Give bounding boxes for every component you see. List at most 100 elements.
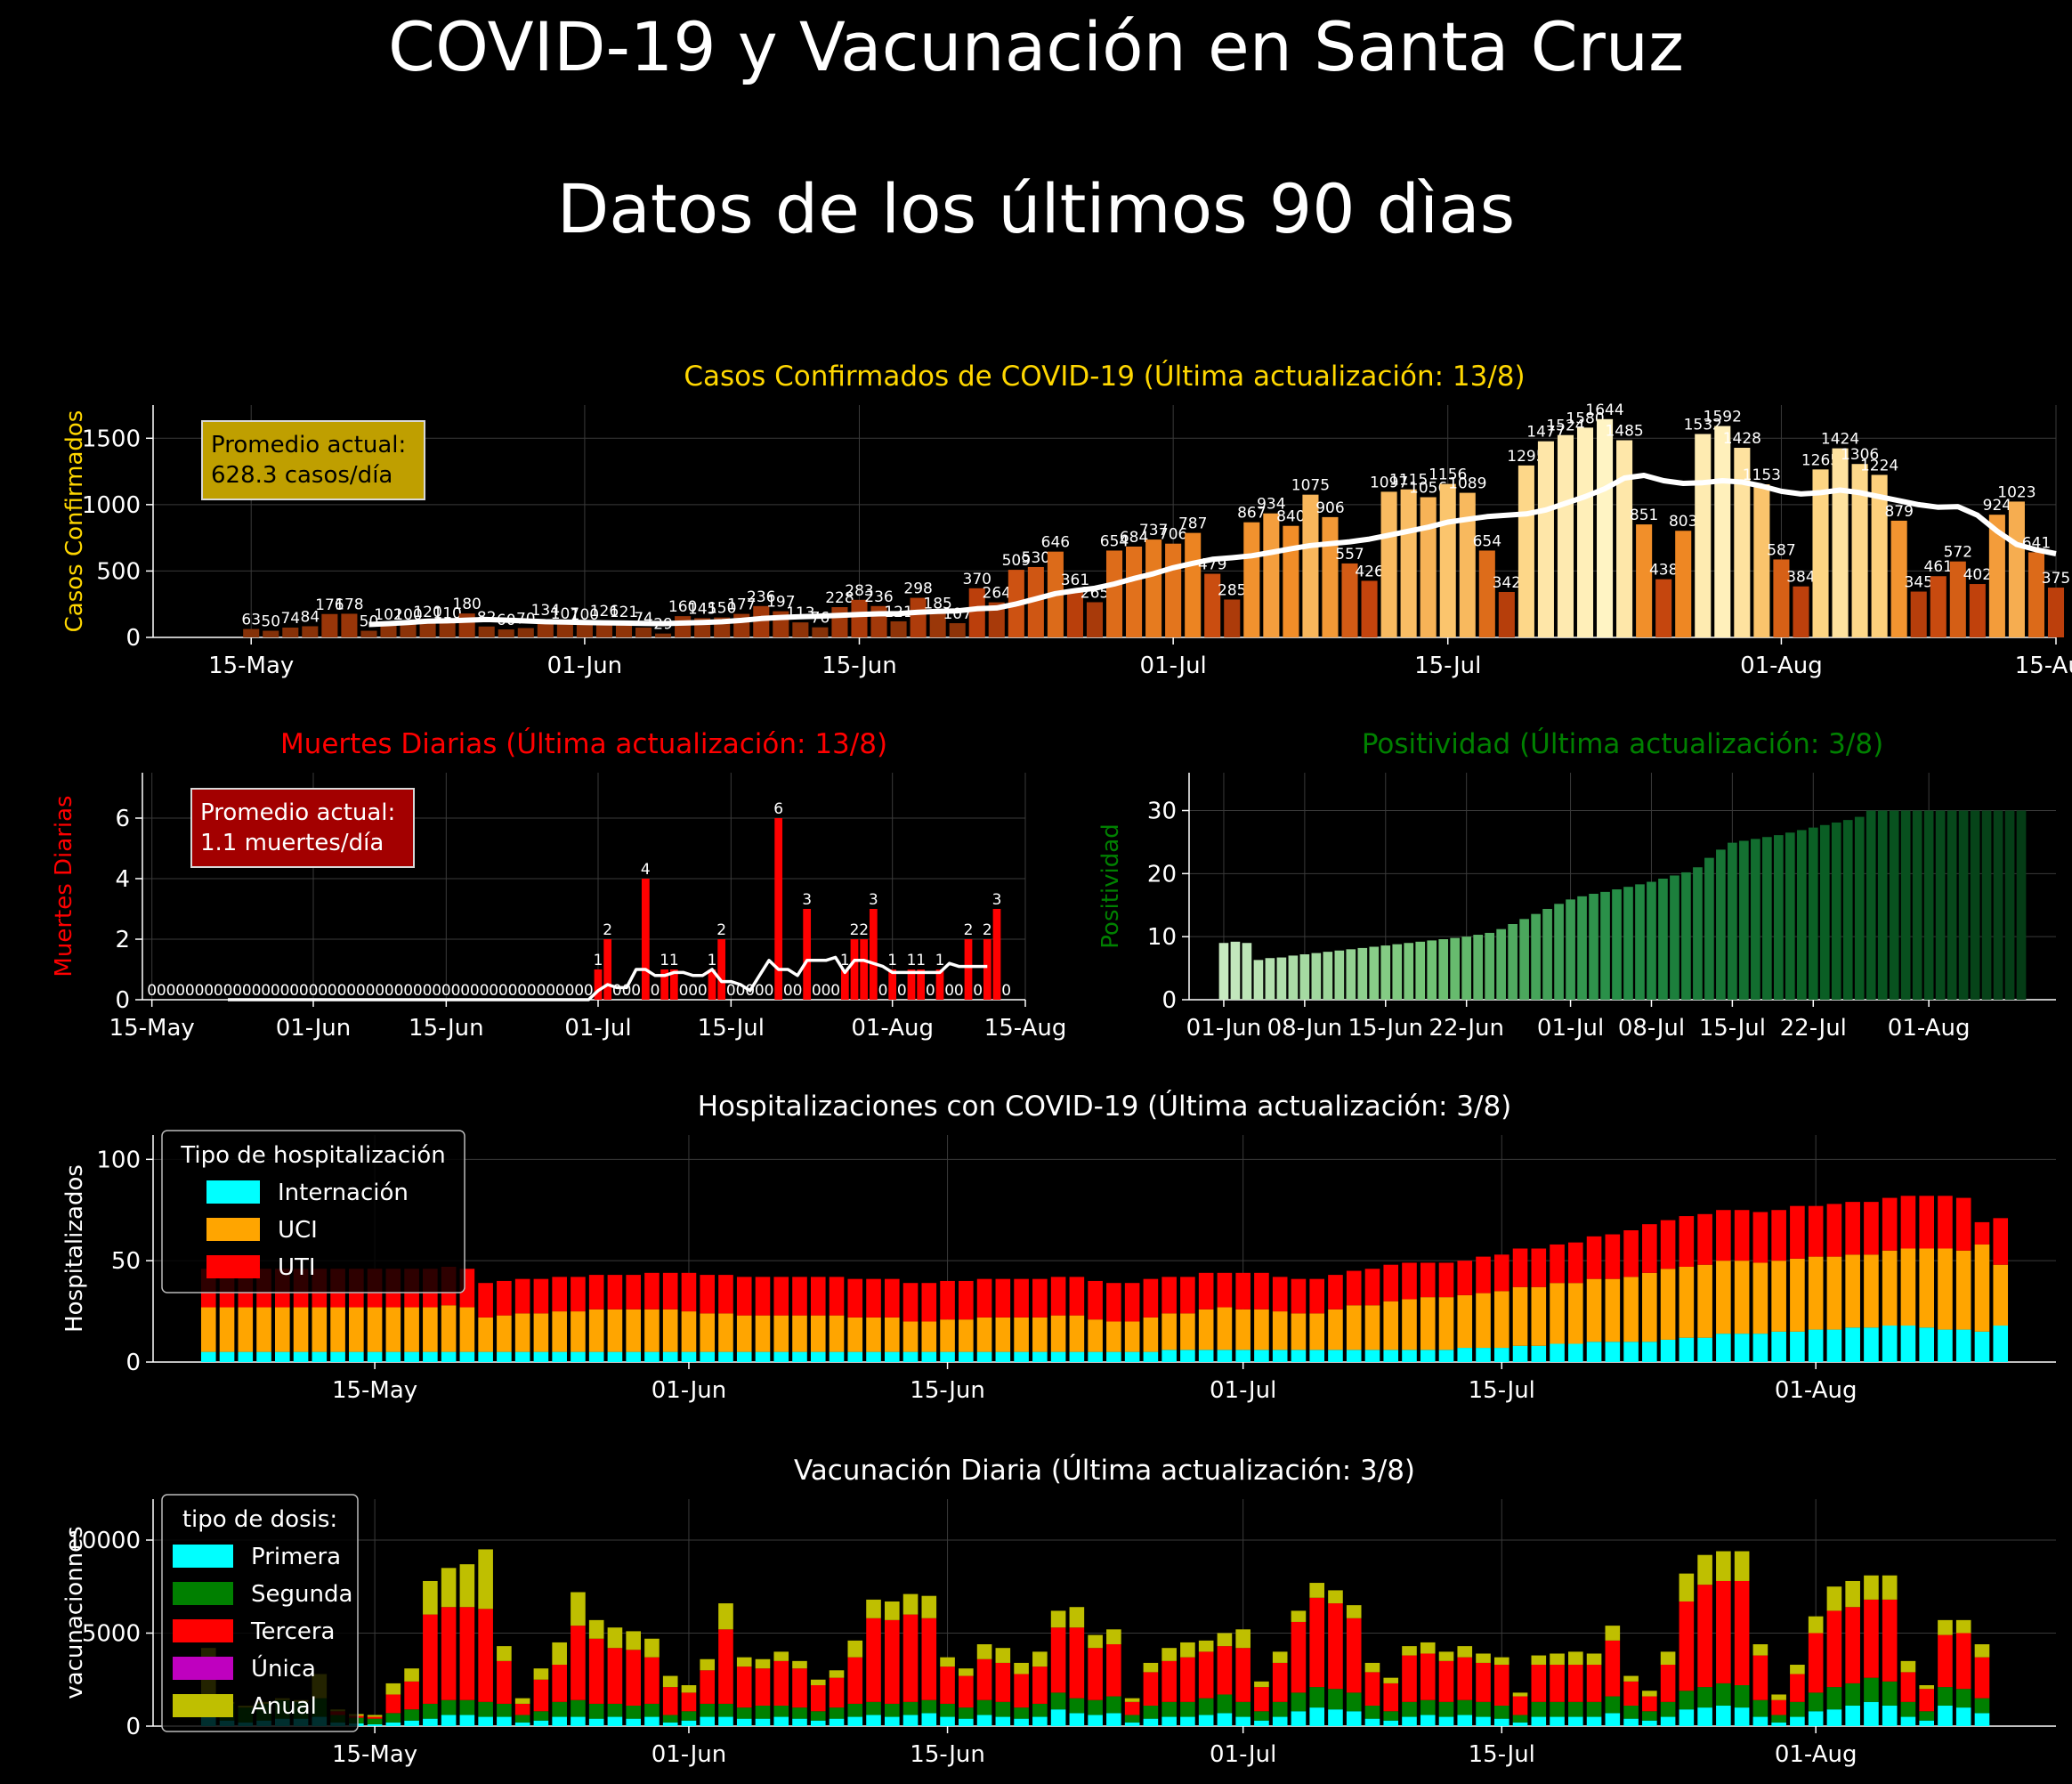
bar-segment	[1476, 1256, 1491, 1293]
x-tick-label: 01-Aug	[1775, 1741, 1858, 1768]
data-label: 2	[716, 921, 726, 939]
bar-segment	[514, 1703, 530, 1715]
bar-segment	[1771, 1699, 1786, 1715]
bar-segment	[1328, 1689, 1343, 1710]
bar-segment	[1457, 1657, 1473, 1700]
bar	[803, 909, 812, 1000]
bar	[1537, 441, 1554, 637]
bar-segment	[792, 1277, 807, 1316]
bar-segment	[1752, 1655, 1768, 1700]
bar-segment	[293, 1307, 309, 1352]
bar-segment	[1808, 1256, 1824, 1330]
bar-segment	[1955, 1197, 1971, 1251]
data-label: 0	[394, 982, 404, 1000]
bar	[1714, 426, 1731, 637]
bar-segment	[1069, 1607, 1085, 1628]
bar-segment	[1900, 1248, 1916, 1326]
bar-segment	[921, 1618, 937, 1700]
data-label: 0	[413, 982, 423, 1000]
bar-segment	[1734, 1707, 1750, 1726]
bar-segment	[718, 1603, 733, 1630]
bar-segment	[810, 1711, 826, 1721]
bar-segment	[995, 1648, 1011, 1663]
y-tick-label: 1500	[82, 426, 141, 452]
bar-segment	[959, 1319, 974, 1352]
bar-segment	[1568, 1665, 1583, 1702]
bar-segment	[1180, 1277, 1195, 1314]
bar	[1612, 889, 1622, 1000]
bar-segment	[552, 1351, 567, 1362]
bar-segment	[1476, 1716, 1491, 1726]
bar-segment	[866, 1715, 881, 1726]
x-tick-label: 01-Aug	[851, 1015, 934, 1042]
bar	[1334, 950, 1345, 1000]
bar-segment	[1882, 1250, 1898, 1326]
bar	[1670, 875, 1679, 1000]
bar-segment	[1752, 1699, 1768, 1717]
bar-segment	[1586, 1665, 1602, 1702]
bar-segment	[1697, 1213, 1712, 1265]
bar-segment	[1291, 1692, 1307, 1712]
bar-segment	[514, 1722, 530, 1726]
bar-segment	[829, 1677, 845, 1708]
data-label: 345	[1904, 574, 1932, 592]
bar-segment	[1328, 1275, 1343, 1310]
bar	[439, 622, 456, 637]
chart-title: Hospitalizaciones con COVID-19 (Última a…	[698, 1090, 1512, 1123]
data-label: 0	[432, 982, 441, 1000]
bar-segment	[607, 1309, 623, 1352]
y-tick-label: 30	[1147, 799, 1177, 825]
data-label: 0	[309, 982, 319, 1000]
bar	[1265, 958, 1275, 1000]
bar-segment	[1993, 1326, 2009, 1362]
data-label: 0	[508, 982, 518, 1000]
data-label: 145	[688, 600, 716, 618]
bar-segment	[1420, 1350, 1436, 1362]
bar	[831, 606, 848, 637]
bar-segment	[1088, 1351, 1103, 1362]
bar-segment	[1161, 1716, 1177, 1726]
chart-title: Positividad (Última actualización: 3/8)	[1362, 727, 1883, 760]
bar-segment	[1531, 1345, 1547, 1362]
bar-segment	[497, 1351, 512, 1362]
x-tick-label: 01-Aug	[1775, 1377, 1858, 1404]
data-label: 126	[590, 603, 619, 620]
x-tick-label: 01-Jul	[564, 1015, 631, 1042]
bar-segment	[1826, 1329, 1842, 1362]
data-label: 120	[413, 604, 441, 621]
data-label: 0	[299, 982, 309, 1000]
bar-segment	[1180, 1313, 1195, 1350]
bar-segment	[478, 1549, 493, 1610]
bar-segment	[1402, 1701, 1417, 1717]
legend-label: Única	[251, 1654, 316, 1683]
bar-segment	[1864, 1202, 1879, 1255]
bar	[243, 628, 260, 637]
bar	[1230, 941, 1241, 1000]
bar	[1400, 489, 1417, 637]
data-label: 1306	[1841, 446, 1879, 464]
bar-segment	[1512, 1715, 1528, 1723]
data-label: 0	[546, 982, 555, 1000]
bar-segment	[1642, 1711, 1657, 1721]
bar-segment	[700, 1658, 716, 1671]
bar-segment	[1716, 1580, 1731, 1683]
bar-segment	[976, 1644, 992, 1659]
data-label: 0	[565, 982, 575, 1000]
bar-segment	[1198, 1309, 1214, 1350]
bar-segment	[1826, 1586, 1842, 1611]
bar-segment	[274, 1307, 290, 1352]
legend-label: Internación	[278, 1180, 409, 1206]
bar-segment	[312, 1307, 328, 1352]
bar-segment	[1328, 1590, 1343, 1604]
data-label: 0	[878, 982, 888, 1000]
bar-segment	[718, 1275, 733, 1314]
bar-segment	[995, 1317, 1011, 1352]
data-label: 0	[736, 982, 746, 1000]
bar	[1566, 899, 1575, 1000]
legend-swatch	[173, 1657, 233, 1680]
bar	[1439, 483, 1456, 637]
data-label: 1	[887, 952, 897, 969]
bar-segment	[829, 1707, 845, 1719]
bar-segment	[441, 1715, 457, 1726]
